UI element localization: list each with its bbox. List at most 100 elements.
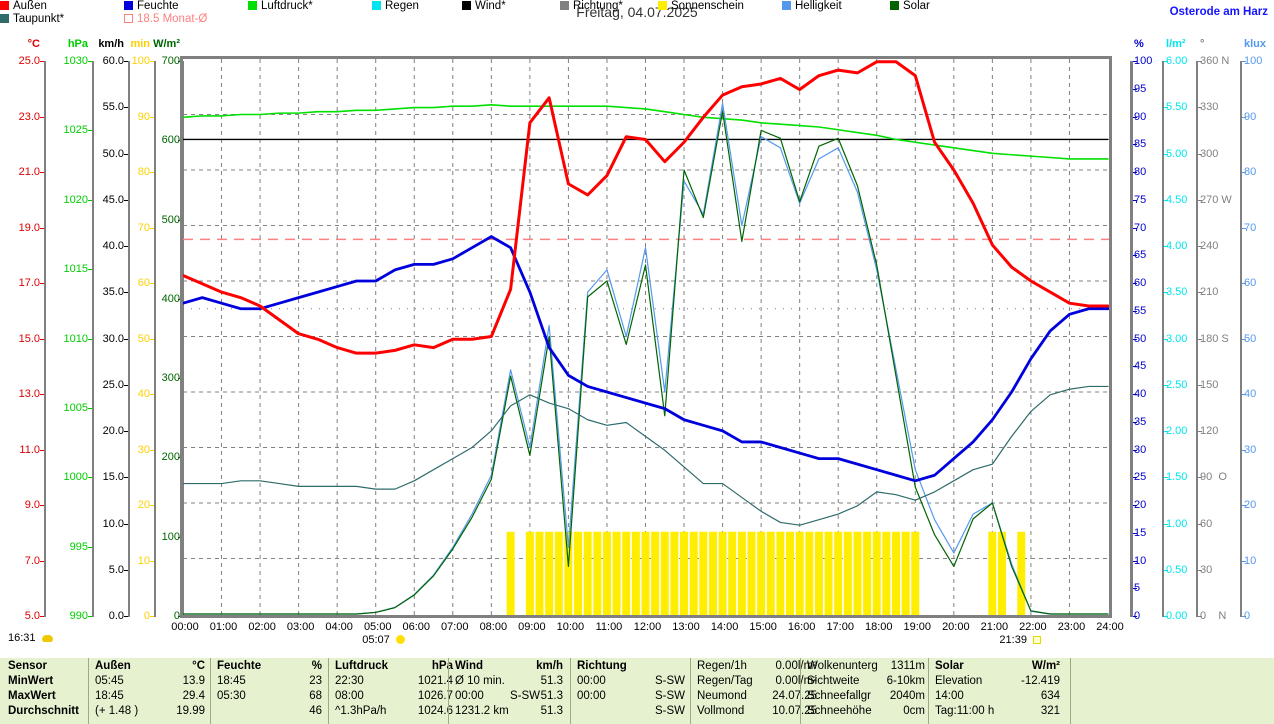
legend-item-solar[interactable]: Solar <box>890 0 930 12</box>
axis-tick-mark <box>1133 88 1137 90</box>
axis-tick-mark <box>1133 144 1137 146</box>
axis-tick: 90 O <box>1200 471 1227 484</box>
axis-tick-mark <box>124 61 128 62</box>
axis-tick: 85 <box>1134 138 1147 151</box>
axis-tick-mark <box>1133 616 1137 617</box>
right-axis-unit-: ° <box>1200 38 1205 50</box>
table-cell: Außen <box>95 660 131 672</box>
axis-tick-mark <box>1133 172 1137 173</box>
time-tick-label: 10:00 <box>556 621 585 633</box>
axis-tick: 5.50 <box>1166 101 1188 114</box>
axis-tick-mark <box>1133 421 1137 423</box>
axis-tick: 60 <box>1200 517 1213 530</box>
legend-label: Richtung* <box>573 0 623 12</box>
axis-tick-mark <box>88 546 92 548</box>
table-cell: 18:45 <box>95 690 124 702</box>
axis-tick: 30 <box>137 443 150 456</box>
axis-tick: 0.0 <box>108 610 124 622</box>
axis-tick: 400 <box>161 292 180 305</box>
table-cell: 1231.2 km <box>455 705 509 717</box>
axis-tick: 0 <box>1134 610 1141 622</box>
table-cell: -12.419 <box>1020 675 1060 687</box>
table-row-label: MinWert <box>8 675 54 687</box>
axis-tick-mark <box>150 449 154 451</box>
axis-tick: 21.0 <box>18 166 40 178</box>
table-cell: 1311m <box>890 660 925 672</box>
axis-tick-mark <box>88 199 92 201</box>
right-axis-unit-lm: l/m² <box>1166 38 1186 50</box>
table-cell: 1021.4 <box>417 675 453 687</box>
legend-item-richtung[interactable]: Richtung* <box>560 0 623 12</box>
axis-tick: 3.00 <box>1166 332 1188 345</box>
legend-swatch <box>782 1 791 10</box>
legend-item-sonnenschein[interactable]: Sonnenschein <box>658 0 744 12</box>
time-tick-label: 04:00 <box>325 621 353 633</box>
axis-tick: 700 <box>161 55 180 67</box>
table-header-unit: W/m² <box>1031 660 1060 672</box>
axis-tick: 20.0 <box>102 425 124 437</box>
legend-item-regen[interactable]: Regen <box>372 0 419 12</box>
table-cell: 00:00 <box>455 690 484 702</box>
axis-tick-mark <box>124 107 128 109</box>
table-separator <box>690 658 691 724</box>
axis-tick: 150 <box>1200 378 1219 391</box>
legend-swatch <box>0 14 9 23</box>
axis-tick-mark <box>1164 523 1168 525</box>
axis-tick-mark <box>150 394 154 395</box>
axis-separator <box>182 61 184 617</box>
legend-label: Taupunkt* <box>13 13 65 25</box>
frame-right <box>1109 56 1112 618</box>
left-axis-unit-c: °C <box>27 38 40 50</box>
legend-item-au-en[interactable]: Außen <box>0 0 47 12</box>
time-tick-label: 22:00 <box>1019 621 1047 633</box>
axis-tick: 35.0 <box>102 286 124 299</box>
time-tick-label: 13:00 <box>672 621 700 633</box>
axis-tick-mark <box>88 338 92 340</box>
legend-item-wind[interactable]: Wind* <box>462 0 506 12</box>
axis-tick: 330 <box>1200 101 1219 114</box>
axis-tick: 1025 <box>63 124 88 137</box>
table-cell: 0.00l/m² <box>775 660 817 672</box>
left-axis-unit-min: min <box>130 38 150 50</box>
time-tick-label: 06:00 <box>402 621 431 633</box>
legend-item-18-5-monat[interactable]: 18.5 Monat-Ø <box>124 13 207 25</box>
axis-tick: 50 <box>1134 332 1147 345</box>
table-row-label: MaxWert <box>8 690 56 702</box>
axis-tick: 0 <box>1244 610 1251 622</box>
axis-tick-mark <box>124 338 128 340</box>
legend-label: Sonnenschein <box>671 0 744 12</box>
axis-tick: 30.0 <box>102 332 124 345</box>
legend-item-luftdruck[interactable]: Luftdruck* <box>248 0 313 12</box>
time-tick-label: 07:00 <box>441 621 469 633</box>
table-cell: 14:00 <box>935 690 964 702</box>
axis-tick-mark <box>40 227 44 229</box>
axis-tick: 80 <box>1134 166 1147 178</box>
time-tick-label: 00:00 <box>171 621 199 633</box>
legend-item-taupunkt[interactable]: Taupunkt* <box>0 13 64 25</box>
axis-tick: 45.0 <box>102 193 124 206</box>
axis-tick-mark <box>1164 199 1168 201</box>
axis-tick: 0.50 <box>1166 563 1188 576</box>
axis-tick: 0 <box>173 610 180 622</box>
frame-top <box>180 56 1112 59</box>
time-tick-label: 09:00 <box>518 621 546 633</box>
axis-tick-mark <box>40 116 44 118</box>
axis-tick-mark <box>1133 588 1137 590</box>
legend-swatch <box>462 1 471 10</box>
axis-tick: 100 <box>161 530 180 543</box>
legend-item-feuchte[interactable]: Feuchte <box>124 0 179 12</box>
legend-label: Luftdruck* <box>261 0 313 12</box>
axis-tick: 15 <box>1134 526 1147 539</box>
axis-tick-mark <box>150 172 154 173</box>
sunrise-marker: 05:07 <box>362 634 405 646</box>
table-cell: 1024.6 <box>417 705 453 717</box>
axis-tick: 45 <box>1134 360 1147 373</box>
plot-frame <box>180 56 1112 618</box>
legend-item-helligkeit[interactable]: Helligkeit <box>782 0 842 12</box>
axis-tick: 120 <box>1200 425 1219 437</box>
axis-tick-mark <box>1242 616 1246 617</box>
axis-tick-mark <box>1133 394 1137 395</box>
axis-tick: 35 <box>1134 415 1147 428</box>
time-tick-label: 20:00 <box>942 621 970 633</box>
axis-tick-mark <box>40 560 44 562</box>
